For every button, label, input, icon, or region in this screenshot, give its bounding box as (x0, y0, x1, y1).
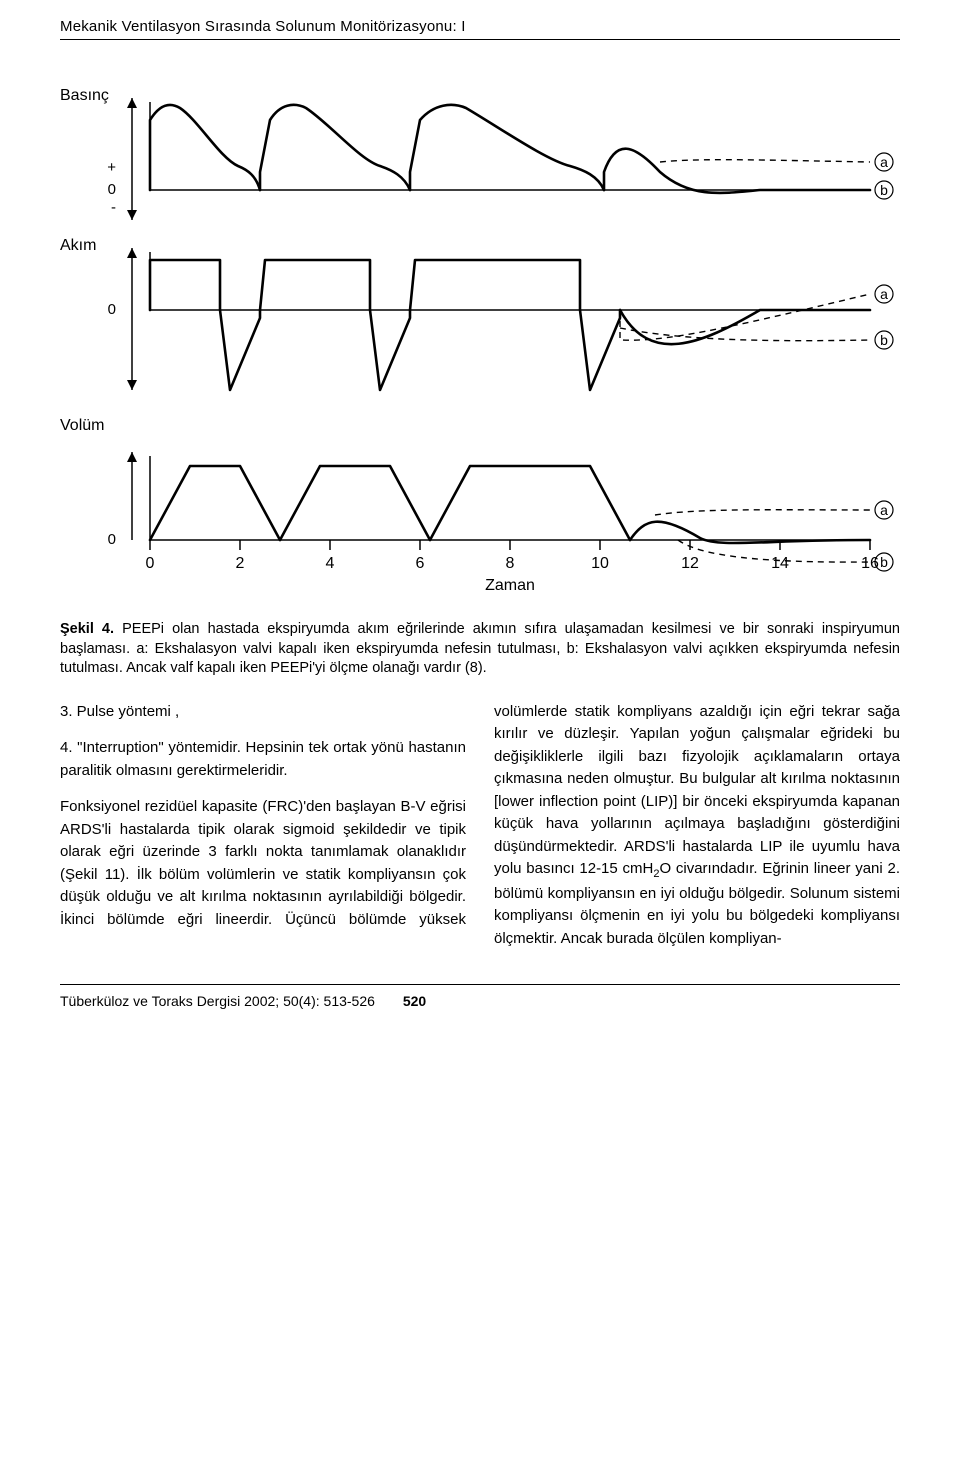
svg-text:14: 14 (771, 555, 789, 572)
svg-text:12: 12 (681, 555, 699, 572)
svg-text:16: 16 (861, 555, 879, 572)
svg-text:+: + (107, 159, 116, 176)
figure-svg: Basınç+0-abAkım0abVolüm0ab0246810121416Z… (60, 80, 900, 610)
svg-text:a: a (880, 286, 888, 302)
svg-text:0: 0 (108, 181, 116, 198)
svg-text:Akım: Akım (60, 237, 96, 254)
body-p1: 3. Pulse yöntemi , (60, 701, 466, 724)
svg-text:0: 0 (108, 301, 116, 318)
svg-text:Basınç: Basınç (60, 87, 109, 104)
page: Mekanik Ventilasyon Sırasında Solunum Mo… (0, 0, 960, 1049)
svg-text:6: 6 (416, 555, 425, 572)
footer-rule (60, 984, 900, 985)
svg-text:b: b (880, 182, 888, 198)
body-p2: 4. "Interruption" yöntemidir. Hepsinin t… (60, 737, 466, 782)
figure-caption: Şekil 4. PEEPi olan hastada ekspiryumda … (60, 620, 900, 679)
svg-text:0: 0 (108, 531, 116, 548)
svg-text:10: 10 (591, 555, 609, 572)
figure-4: Basınç+0-abAkım0abVolüm0ab0246810121416Z… (60, 80, 900, 610)
svg-text:b: b (880, 332, 888, 348)
caption-lead: Şekil 4. (60, 621, 114, 637)
svg-text:0: 0 (146, 555, 155, 572)
svg-text:4: 4 (326, 555, 335, 572)
svg-text:a: a (880, 502, 888, 518)
body-columns: 3. Pulse yöntemi , 4. "Interruption" yön… (60, 701, 900, 951)
footer: Tüberküloz ve Toraks Dergisi 2002; 50(4)… (60, 993, 900, 1009)
footer-page-number: 520 (403, 993, 426, 1009)
svg-text:Volüm: Volüm (60, 417, 104, 434)
body-p3b: yans azaldığı için eğri tekrar sağa kırı… (494, 703, 900, 878)
svg-text:8: 8 (506, 555, 515, 572)
footer-journal: Tüberküloz ve Toraks Dergisi 2002; 50(4)… (60, 993, 375, 1009)
svg-text:2: 2 (236, 555, 245, 572)
svg-text:b: b (880, 554, 888, 570)
svg-text:a: a (880, 154, 888, 170)
running-head: Mekanik Ventilasyon Sırasında Solunum Mo… (60, 18, 900, 40)
caption-text: PEEPi olan hastada ekspiryumda akım eğri… (60, 621, 900, 676)
svg-text:Zaman: Zaman (485, 577, 535, 594)
svg-text:-: - (111, 199, 116, 216)
